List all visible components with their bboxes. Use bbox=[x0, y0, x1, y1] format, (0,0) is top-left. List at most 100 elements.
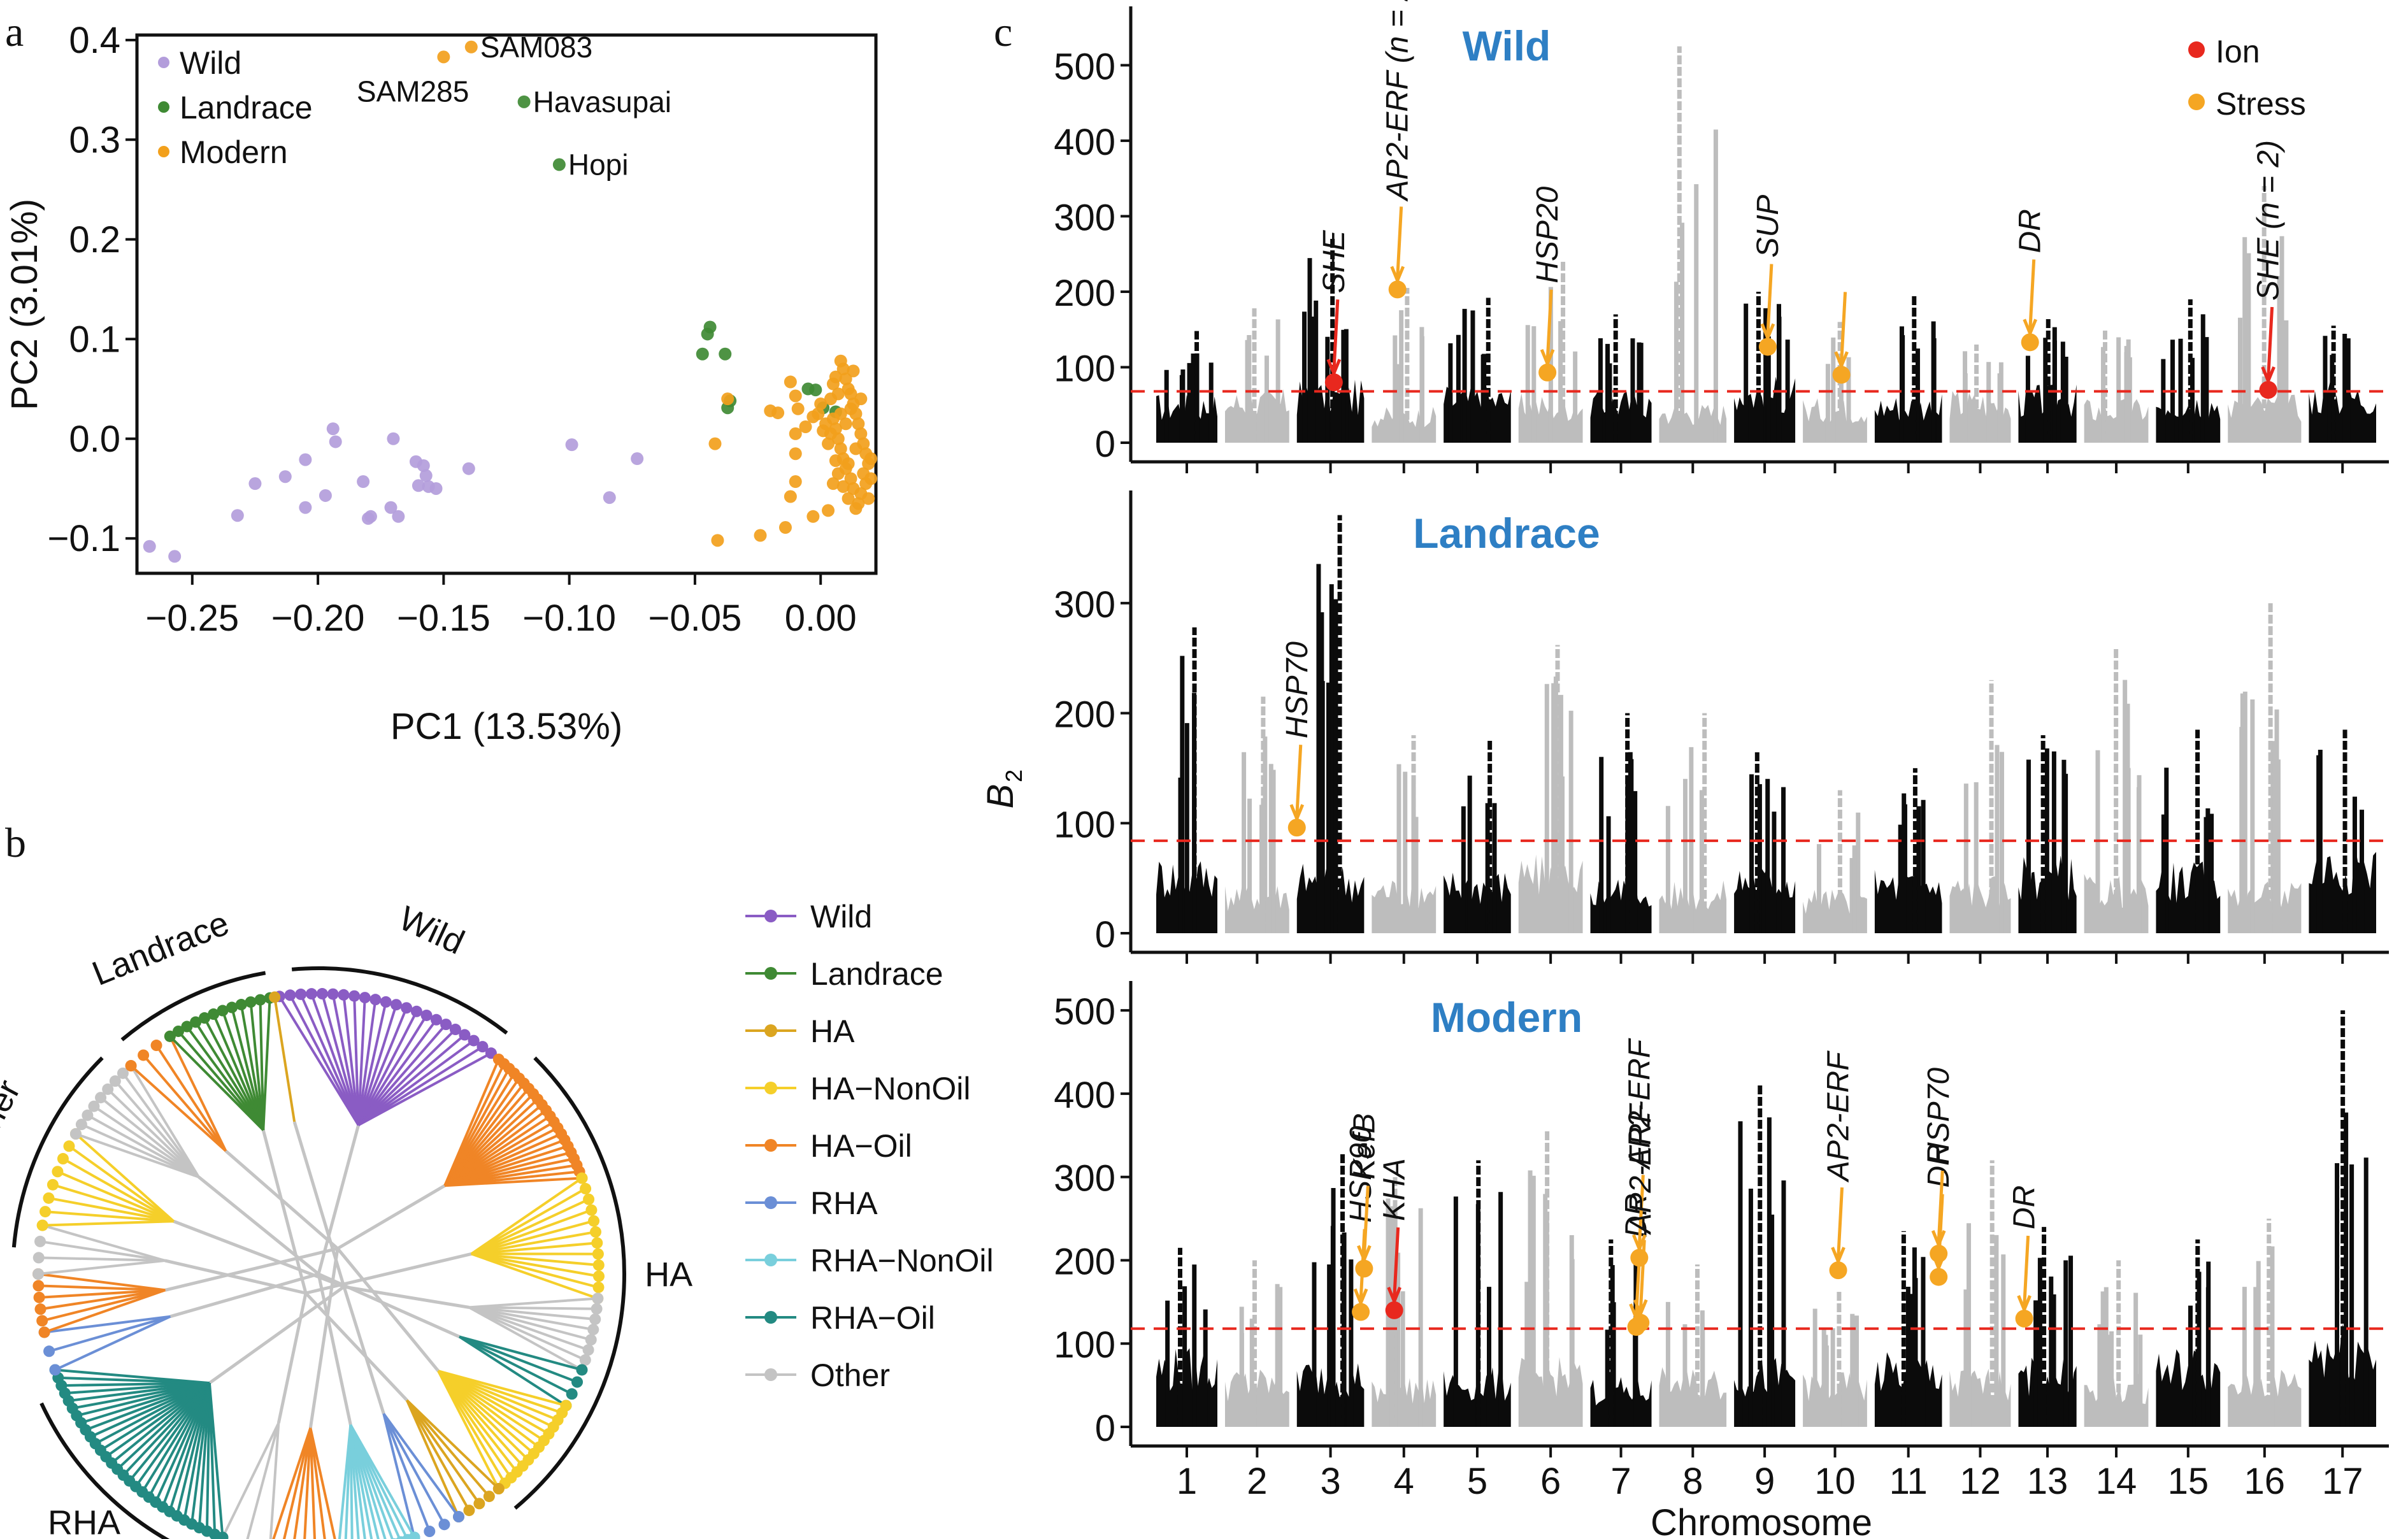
tree-branch bbox=[343, 1285, 469, 1309]
tree-leaf-branch bbox=[438, 1370, 563, 1414]
point-modern bbox=[836, 362, 850, 376]
gene-arrow bbox=[1362, 1185, 1370, 1257]
tree-tip bbox=[75, 1119, 87, 1131]
tree-leaf-branch bbox=[134, 1382, 211, 1487]
gene-label: KefB bbox=[1347, 1113, 1381, 1179]
tree-leaf-branch bbox=[468, 1306, 592, 1342]
tree-leaf-branch bbox=[471, 1252, 598, 1300]
clade-ha bbox=[405, 1399, 505, 1523]
chromosome-band bbox=[2084, 1260, 2149, 1427]
clade-ha-oil bbox=[272, 1428, 336, 1539]
legend-label: HA−Oil bbox=[810, 1128, 912, 1164]
tree-tip bbox=[473, 1498, 485, 1510]
point-modern bbox=[864, 452, 878, 466]
tree-leaf-branch bbox=[437, 1370, 512, 1478]
manhattan-plots: 0 100 200 300 400 500 Wild SHE AP2-ERF (n = 2) HS… bbox=[1054, 0, 2389, 1457]
tree-leaf-branch bbox=[161, 1382, 211, 1508]
tree-leaf-branch bbox=[122, 1382, 211, 1477]
y-tick-label: 0.3 bbox=[69, 119, 120, 161]
tree-leaf-branch bbox=[147, 1382, 211, 1498]
tree-tip bbox=[438, 1519, 450, 1531]
tree-tip bbox=[591, 1303, 603, 1315]
chromosome-label: 3 bbox=[1320, 1461, 1340, 1502]
tree-leaf-branch bbox=[278, 996, 360, 1126]
tree-leaf-branch bbox=[75, 1133, 175, 1222]
gene-label: HSP20 bbox=[1531, 186, 1565, 283]
tree-tip bbox=[583, 1193, 595, 1205]
point-modern bbox=[842, 492, 855, 505]
point-wild bbox=[392, 510, 405, 523]
tree-leaf-branch bbox=[262, 998, 271, 1131]
tree-leaf-branch bbox=[357, 1004, 398, 1126]
tree-leaf-branch bbox=[38, 1284, 166, 1292]
panel-letter-c: c bbox=[994, 9, 1012, 55]
gene-label: AP2-ERF bbox=[1822, 1050, 1856, 1183]
point-modern bbox=[812, 407, 825, 420]
b2-y-label-main: B bbox=[980, 784, 1021, 809]
tree-tip bbox=[36, 1315, 48, 1327]
clade-ha-nonoil bbox=[36, 1128, 175, 1231]
tree-leaf-branch bbox=[55, 1368, 210, 1385]
tree-tip bbox=[245, 996, 257, 1008]
tree-leaf-branch bbox=[221, 1010, 265, 1131]
tree-leaf-branch bbox=[68, 1145, 175, 1222]
tree-leaf-branch bbox=[212, 1013, 265, 1131]
chromosome-label: 12 bbox=[1960, 1461, 2001, 1502]
tree-branch bbox=[261, 1129, 308, 1294]
tree-leaf-branch bbox=[272, 1428, 312, 1539]
tree-tip bbox=[592, 1270, 605, 1282]
tree-leaf-branch bbox=[459, 1335, 582, 1371]
point-annotation: Hopi bbox=[568, 148, 629, 181]
tree-tip bbox=[138, 1049, 150, 1061]
tree-branch bbox=[317, 1124, 361, 1275]
chromosome-band bbox=[2228, 603, 2302, 933]
tree-tip bbox=[449, 1024, 461, 1036]
clade-rha-oil bbox=[49, 1364, 229, 1539]
point-wild bbox=[143, 540, 156, 553]
tree-leaf-branch bbox=[39, 1289, 166, 1299]
point-landrace bbox=[809, 383, 822, 397]
tree-leaf-branch bbox=[438, 1370, 559, 1421]
legend-label-landrace: Landrace bbox=[180, 90, 313, 125]
gene-arrow bbox=[2023, 1235, 2030, 1308]
tree-tip bbox=[592, 1281, 605, 1293]
chromosome-band bbox=[1156, 331, 1217, 443]
tree-tip bbox=[566, 1388, 578, 1400]
tree-tip bbox=[590, 1226, 602, 1238]
point-wild bbox=[412, 479, 425, 492]
tree-leaf-branch bbox=[259, 999, 265, 1131]
tree-leaf-branch bbox=[93, 1105, 200, 1178]
point-modern bbox=[839, 372, 852, 385]
tree-tip bbox=[32, 1268, 44, 1280]
clade-other bbox=[32, 1219, 166, 1280]
gene-arrowhead bbox=[2023, 319, 2038, 338]
tree-leaf-branch bbox=[203, 1017, 265, 1131]
tree-leaf-branch bbox=[406, 1399, 500, 1490]
point-modern bbox=[844, 472, 857, 485]
tree-leaf-branch bbox=[309, 1428, 326, 1539]
tree-tip bbox=[390, 999, 402, 1011]
point-modern bbox=[829, 454, 842, 468]
tree-leaf-branch bbox=[110, 1382, 211, 1464]
tree-leaf-branch bbox=[357, 997, 366, 1126]
chromosome-band bbox=[1734, 291, 1796, 443]
clade-other bbox=[217, 1422, 280, 1539]
tree-leaf-branch bbox=[471, 1252, 599, 1289]
y-tick-label: 0.0 bbox=[69, 419, 120, 460]
tree-leaf-branch bbox=[99, 1096, 200, 1178]
tree-branch bbox=[336, 1247, 440, 1372]
tree-leaf-branch bbox=[406, 1399, 471, 1512]
tree-tip bbox=[588, 1215, 600, 1227]
chromosome-label: 10 bbox=[1814, 1461, 1856, 1502]
tree-leaf-branch bbox=[105, 1382, 211, 1458]
chromosome-density bbox=[2084, 398, 2149, 443]
tree-leaf-branch bbox=[458, 1335, 567, 1407]
point-modern bbox=[844, 387, 857, 401]
point-modern bbox=[829, 370, 842, 383]
chromosome-band bbox=[1874, 768, 1942, 933]
tree-leaf-branch bbox=[52, 1183, 175, 1223]
chromosome-band bbox=[1949, 1160, 2011, 1427]
tree-leaf-branch bbox=[382, 1413, 446, 1526]
tree-leaf-branch bbox=[406, 1399, 481, 1505]
tree-leaf-branch bbox=[470, 1187, 587, 1256]
